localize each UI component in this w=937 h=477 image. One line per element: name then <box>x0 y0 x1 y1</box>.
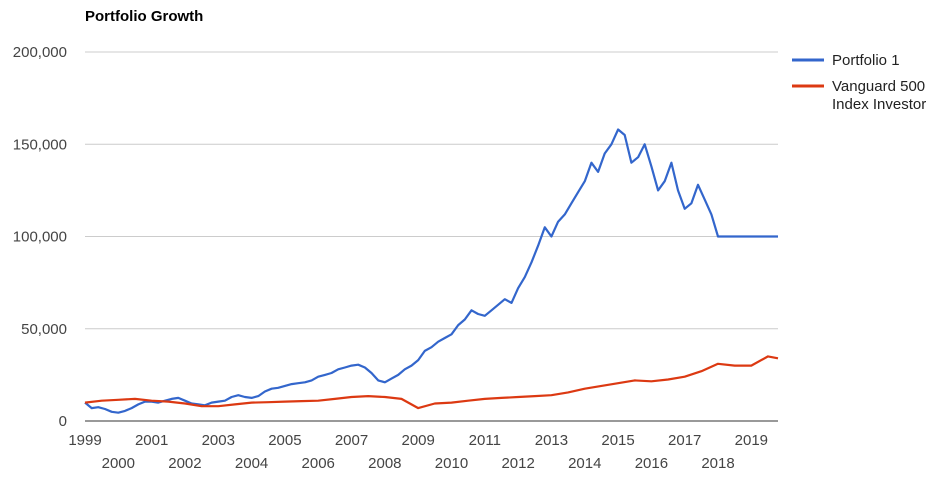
x-axis-labels: 1999 2001 2003 2005 2007 2009 2011 2013 2015 2017… <box>68 432 768 472</box>
x-tick-label: 2005 <box>268 432 301 449</box>
series-line-vanguard-500 <box>84 355 779 410</box>
x-tick-label: 2016 <box>635 455 668 472</box>
legend-label-portfolio-1: Portfolio 1 <box>832 52 900 69</box>
x-tick-label: 2004 <box>235 455 268 472</box>
y-tick-label: 100,000 <box>13 229 67 246</box>
gridlines <box>85 51 778 330</box>
x-tick-label: 2013 <box>535 432 568 449</box>
y-tick-label: 150,000 <box>13 136 67 153</box>
x-tick-label: 2002 <box>168 455 201 472</box>
x-tick-label: 2007 <box>335 432 368 449</box>
x-tick-label: 2015 <box>601 432 634 449</box>
x-tick-label: 2019 <box>735 432 768 449</box>
legend: Portfolio 1 Vanguard 500 Index Investor <box>792 52 929 113</box>
x-tick-label: 2010 <box>435 455 468 472</box>
y-tick-label: 50,000 <box>21 321 67 338</box>
x-tick-label: 2006 <box>302 455 335 472</box>
plot-area <box>84 128 779 414</box>
legend-label-vanguard-500: Vanguard 500 Index Investor <box>832 78 929 113</box>
y-axis-labels: 0 50,000 100,000 150,000 200,000 <box>13 44 67 430</box>
x-tick-label: 2017 <box>668 432 701 449</box>
y-tick-label: 0 <box>59 413 67 430</box>
x-tick-label: 1999 <box>68 432 101 449</box>
x-tick-label: 2003 <box>202 432 235 449</box>
x-tick-label: 2009 <box>401 432 434 449</box>
x-tick-label: 2000 <box>102 455 135 472</box>
chart-title: Portfolio Growth <box>85 8 203 25</box>
x-tick-label: 2008 <box>368 455 401 472</box>
x-tick-label: 2018 <box>701 455 734 472</box>
y-tick-label: 200,000 <box>13 44 67 61</box>
x-tick-label: 2014 <box>568 455 601 472</box>
x-tick-label: 2012 <box>501 455 534 472</box>
x-tick-label: 2011 <box>469 432 501 449</box>
x-tick-label: 2001 <box>135 432 168 449</box>
series-line-portfolio-1 <box>84 128 778 414</box>
